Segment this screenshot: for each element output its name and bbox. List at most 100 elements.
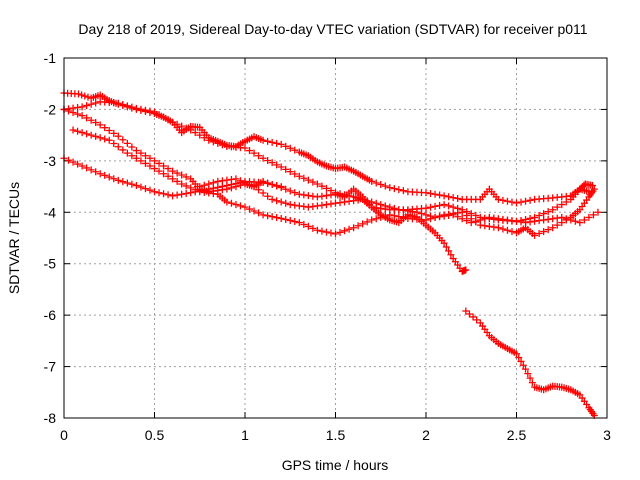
data-point xyxy=(151,188,158,196)
data-point xyxy=(553,221,561,229)
data-point xyxy=(196,131,204,139)
data-point xyxy=(590,185,598,193)
data-point xyxy=(78,112,86,120)
data-point xyxy=(377,181,385,189)
data-point xyxy=(160,113,168,121)
data-point xyxy=(422,189,430,197)
data-point xyxy=(399,214,407,222)
data-point xyxy=(469,313,477,321)
data-point xyxy=(255,152,263,160)
data-point xyxy=(535,230,543,237)
data-point xyxy=(78,162,86,170)
data-point xyxy=(264,156,272,164)
data-point xyxy=(78,103,86,111)
data-point xyxy=(119,101,127,109)
data-point xyxy=(447,251,455,259)
data-point xyxy=(359,220,367,228)
y-tick-label: -3 xyxy=(44,153,57,169)
data-point xyxy=(146,154,154,162)
data-point xyxy=(440,201,448,209)
data-point xyxy=(386,184,394,192)
data-point xyxy=(146,186,154,194)
x-axis-title: GPS time / hours xyxy=(282,457,389,473)
data-point xyxy=(169,175,177,183)
data-point xyxy=(422,211,430,219)
data-point xyxy=(96,170,104,178)
data-point xyxy=(442,243,450,251)
data-point xyxy=(522,197,530,205)
data-point xyxy=(128,180,136,188)
data-point xyxy=(259,136,267,144)
x-tick-label: 3 xyxy=(603,427,611,443)
data-point xyxy=(151,157,158,165)
data-point xyxy=(515,354,523,362)
data-point xyxy=(236,202,244,210)
data-point xyxy=(69,126,77,134)
data-point xyxy=(508,198,516,206)
data-point xyxy=(250,207,258,215)
data-point xyxy=(259,211,267,219)
data-point xyxy=(300,221,308,228)
data-point xyxy=(295,172,303,180)
data-point xyxy=(169,118,177,126)
data-point xyxy=(465,310,473,318)
data-point xyxy=(519,361,527,369)
data-point xyxy=(96,134,104,142)
data-point xyxy=(110,140,118,147)
chart-title: Day 218 of 2019, Sidereal Day-to-day VTE… xyxy=(78,21,587,37)
data-point xyxy=(277,183,285,191)
data-point xyxy=(449,211,457,219)
data-point xyxy=(381,182,389,190)
data-point xyxy=(286,168,294,176)
data-point xyxy=(187,189,195,197)
data-point xyxy=(110,175,118,183)
data-point xyxy=(431,190,439,198)
data-point xyxy=(440,192,448,200)
data-point xyxy=(531,231,539,239)
data-point xyxy=(200,134,208,142)
data-point xyxy=(304,222,312,230)
data-point xyxy=(341,227,349,235)
data-point xyxy=(318,182,326,190)
data-point xyxy=(524,370,532,378)
data-point xyxy=(372,215,380,223)
data-point xyxy=(282,185,290,193)
data-point xyxy=(427,212,435,220)
data-point xyxy=(78,129,86,137)
data-point xyxy=(372,179,380,187)
data-point xyxy=(87,166,95,174)
data-point xyxy=(200,181,208,189)
x-tick-label: 0 xyxy=(60,427,68,443)
data-point xyxy=(390,212,398,220)
data-point xyxy=(268,195,276,203)
data-point xyxy=(513,350,520,358)
data-point xyxy=(87,100,95,108)
data-point xyxy=(92,132,100,140)
data-point xyxy=(83,114,91,122)
data-point xyxy=(173,169,181,177)
data-point xyxy=(558,201,566,209)
series-track-3 xyxy=(60,105,598,419)
data-point xyxy=(436,191,444,199)
data-point xyxy=(119,178,127,186)
data-point xyxy=(562,215,570,223)
data-point xyxy=(449,194,457,202)
data-point xyxy=(141,152,149,160)
data-point xyxy=(250,183,258,191)
data-point xyxy=(132,147,140,155)
data-point xyxy=(87,131,95,139)
data-point xyxy=(526,374,534,382)
data-point xyxy=(395,186,403,194)
data-point xyxy=(327,229,335,237)
data-point xyxy=(503,226,511,234)
data-point xyxy=(377,213,385,221)
x-tick-label: 2 xyxy=(422,427,430,443)
data-point xyxy=(128,152,136,160)
data-point xyxy=(137,157,145,165)
data-point xyxy=(114,132,122,140)
data-point xyxy=(196,183,204,191)
data-point xyxy=(191,129,199,137)
data-point xyxy=(246,181,254,189)
data-point xyxy=(74,160,82,168)
data-point xyxy=(173,191,181,199)
